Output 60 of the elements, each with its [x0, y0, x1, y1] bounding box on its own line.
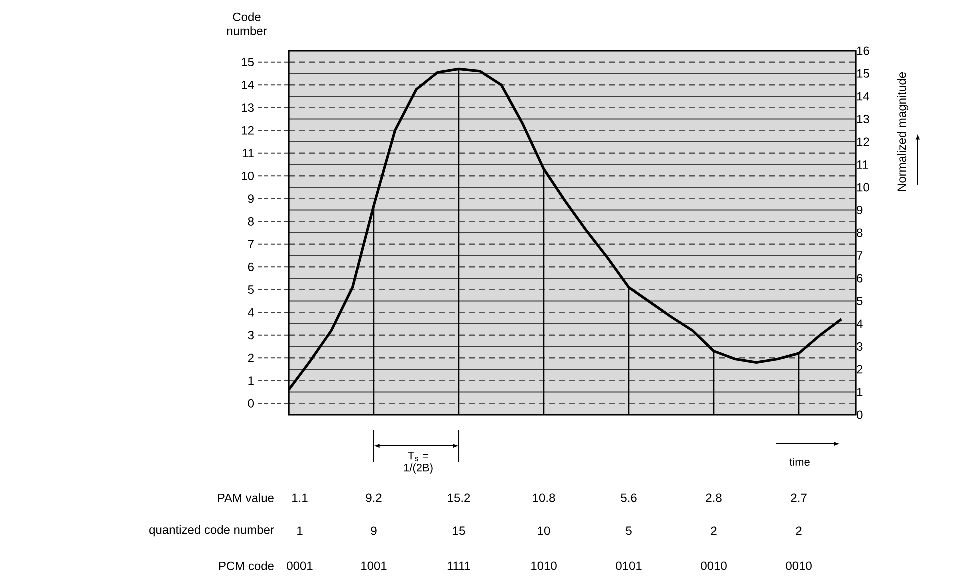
y2-tick-label: 13	[857, 114, 870, 124]
text: 15.2	[448, 494, 470, 502]
y2-tick-label: 14	[857, 92, 870, 101]
y2-axis-title: Normalized magnitude	[897, 72, 909, 192]
y-tick-label: 6	[248, 262, 254, 272]
text: 1010	[532, 562, 557, 570]
y2-tick-label: 6	[857, 274, 863, 283]
y-tick-label: 10	[242, 172, 254, 180]
text: 9.2	[366, 494, 382, 502]
y-tick-label: 9	[248, 194, 254, 204]
text: quantized code number	[150, 525, 274, 537]
y-tick-label: 4	[248, 308, 254, 317]
text: 0101	[616, 562, 642, 570]
text: 10.8	[533, 494, 556, 502]
text: 2	[711, 526, 717, 536]
text: 1111	[448, 562, 470, 570]
text: 1.1	[292, 494, 308, 502]
y-tick-label: 3	[248, 331, 254, 340]
y-tick-label: 8	[248, 217, 254, 226]
text: 10	[538, 526, 550, 536]
y2-tick-label: 3	[856, 342, 863, 351]
y2-tick-label: 12	[857, 138, 870, 146]
y-tick-label: 14	[242, 80, 254, 90]
y-tick-label: 13	[242, 104, 254, 112]
y-tick-label: 0	[248, 399, 254, 408]
y-axis-title: Code number	[227, 12, 268, 36]
text: 2	[796, 526, 802, 536]
y-tick-label: 2	[248, 354, 254, 362]
y2-tick-label: 15	[857, 70, 870, 78]
y-tick-label: 11	[242, 149, 254, 158]
y2-tick-label: 16	[857, 46, 870, 56]
text: PCM code	[219, 562, 274, 570]
text: 15	[453, 526, 466, 536]
text: 2.7	[791, 494, 807, 502]
text: 1001	[362, 562, 387, 570]
y2-tick-label: 9	[857, 206, 863, 214]
text: 0010	[701, 562, 727, 570]
y-tick-label: 1	[248, 376, 254, 385]
y-tick-label: 7	[248, 240, 254, 248]
y2-tick-label: 8	[857, 228, 863, 238]
text: 5.6	[621, 494, 637, 502]
y2-tick-label: 0	[857, 410, 863, 420]
y-tick-label: 12	[242, 126, 254, 135]
y2-tick-label: 5	[857, 297, 863, 306]
y2-tick-label: 1	[857, 388, 863, 396]
text: 0010	[786, 562, 812, 570]
y-tick-label: 5	[248, 286, 254, 294]
y-tick-label: 15	[242, 58, 254, 67]
text: 2.8	[706, 494, 722, 502]
text: 9	[371, 526, 377, 536]
y2-tick-label: 11	[857, 160, 868, 169]
text: 0001	[287, 562, 313, 570]
y2-tick-label: 2	[857, 365, 863, 374]
y2-tick-label: 7	[857, 252, 863, 260]
text: time	[790, 458, 810, 466]
text: 1	[298, 526, 303, 536]
text: PAM value	[218, 494, 274, 502]
text: 5	[626, 526, 632, 536]
y2-tick-label: 10	[857, 183, 870, 192]
text: T$_{s}$ = 1/(2B)	[404, 452, 433, 474]
